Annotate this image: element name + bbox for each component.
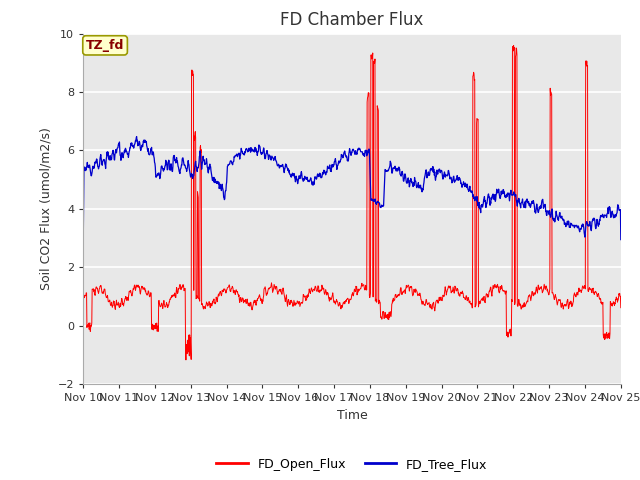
FD_Open_Flux <box>509 43 517 48</box>
Title: FD Chamber Flux: FD Chamber Flux <box>280 11 424 29</box>
FD_Open_Flux <box>259 295 267 300</box>
FD_Open_Flux <box>436 298 444 303</box>
Y-axis label: Soil CO2 Flux (umol/m2/s): Soil CO2 Flux (umol/m2/s) <box>39 127 52 290</box>
FD_Open_Flux <box>554 300 561 306</box>
FD_Tree_Flux <box>199 153 207 159</box>
FD_Tree_Flux <box>186 171 194 177</box>
FD_Tree_Flux <box>436 166 444 172</box>
FD_Tree_Flux <box>132 134 140 140</box>
Text: TZ_fd: TZ_fd <box>86 39 124 52</box>
FD_Tree_Flux <box>259 147 267 153</box>
FD_Open_Flux <box>199 305 207 311</box>
FD_Open_Flux <box>617 305 625 311</box>
FD_Open_Flux <box>506 328 514 334</box>
FD_Open_Flux <box>182 357 190 363</box>
Line: FD_Tree_Flux: FD_Tree_Flux <box>83 137 621 248</box>
FD_Tree_Flux <box>617 237 625 242</box>
FD_Open_Flux <box>186 342 194 348</box>
Line: FD_Open_Flux: FD_Open_Flux <box>83 46 621 360</box>
FD_Tree_Flux <box>79 245 87 251</box>
FD_Tree_Flux <box>554 214 561 220</box>
FD_Tree_Flux <box>506 194 514 200</box>
FD_Open_Flux <box>79 303 87 309</box>
X-axis label: Time: Time <box>337 408 367 421</box>
Legend: FD_Open_Flux, FD_Tree_Flux: FD_Open_Flux, FD_Tree_Flux <box>211 453 493 476</box>
